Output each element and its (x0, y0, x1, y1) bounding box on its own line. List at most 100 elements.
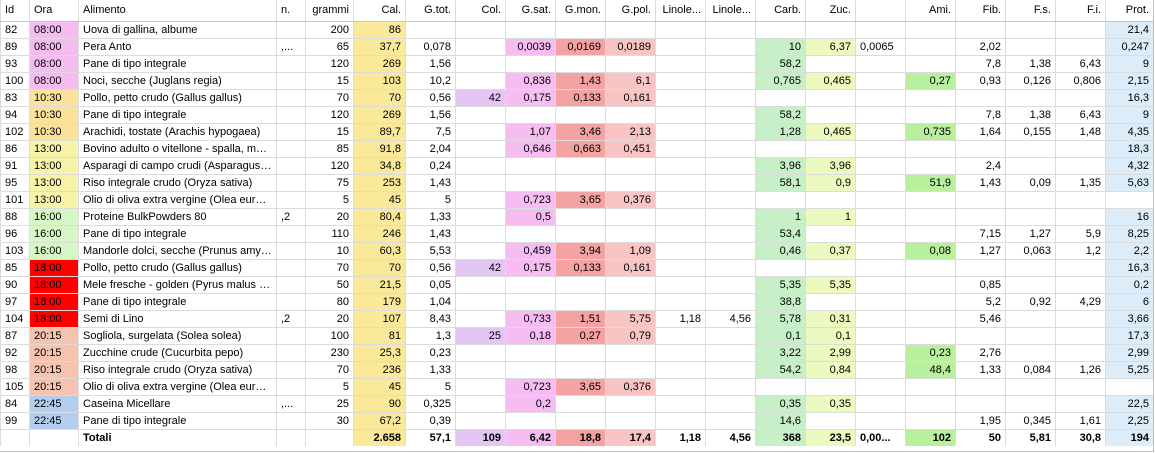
cell-gtot[interactable]: 1,43 (405, 225, 456, 243)
cell-alimento[interactable]: Pane di tipo integrale (78, 412, 277, 430)
cell-fs[interactable]: 0,155 (1005, 123, 1056, 141)
cell-n[interactable] (276, 327, 306, 345)
cell-fi[interactable]: 1,26 (1055, 361, 1106, 379)
cell-cal[interactable]: 269 (353, 106, 406, 124)
cell-fs[interactable] (1005, 259, 1056, 277)
cell-gmon[interactable]: 0,663 (555, 140, 606, 158)
cell-ora[interactable]: 16:00 (29, 242, 79, 260)
cell-fi[interactable]: 1,2 (1055, 242, 1106, 260)
cell-prot[interactable]: 4,35 (1105, 123, 1154, 141)
cell-zuc[interactable]: 0,37 (805, 242, 856, 260)
column-header-grammi[interactable]: grammi (305, 0, 354, 22)
cell-grammi[interactable]: 65 (305, 38, 354, 56)
cell-linole1[interactable] (655, 191, 706, 209)
cell-blank[interactable] (855, 225, 906, 243)
cell-ami[interactable] (905, 38, 956, 56)
cell-linole2[interactable] (705, 259, 756, 277)
cell-cal[interactable]: 236 (353, 361, 406, 379)
cell-alimento[interactable]: Bovino adulto o vitellone - spalla, musc… (78, 140, 277, 158)
cell-alimento[interactable]: Pane di tipo integrale (78, 55, 277, 73)
cell-prot[interactable]: 2,15 (1105, 72, 1154, 90)
cell-ami[interactable] (905, 395, 956, 413)
cell-n[interactable]: ,... (276, 395, 306, 413)
cell-gmon[interactable] (555, 276, 606, 294)
cell-fs[interactable]: 0,09 (1005, 174, 1056, 192)
cell-gtot[interactable]: 8,43 (405, 310, 456, 328)
cell-ora[interactable]: 18:00 (29, 259, 79, 277)
table-row[interactable]: 103 16:00 Mandorle dolci, secche (Prunus a… (0, 242, 1154, 260)
column-header-prot[interactable]: Prot. (1105, 0, 1154, 22)
cell-ami[interactable]: 51,9 (905, 174, 956, 192)
cell-zuc[interactable]: 1 (805, 208, 856, 226)
cell-n[interactable] (276, 293, 306, 311)
cell-ami[interactable]: 0,08 (905, 242, 956, 260)
cell-gsat[interactable] (505, 293, 556, 311)
cell-blank[interactable] (855, 89, 906, 107)
cell-gtot[interactable]: 5,53 (405, 242, 456, 260)
cell-prot[interactable]: 9 (1105, 106, 1154, 124)
cell-blank[interactable] (855, 106, 906, 124)
cell-gpol[interactable] (605, 174, 656, 192)
cell-grammi[interactable]: 30 (305, 412, 354, 430)
cell-prot[interactable]: 9 (1105, 55, 1154, 73)
cell-linole2[interactable] (705, 106, 756, 124)
cell-gtot[interactable]: 0,39 (405, 412, 456, 430)
cell-zuc[interactable] (805, 55, 856, 73)
cell-gmon[interactable] (555, 361, 606, 379)
cell-n[interactable] (276, 123, 306, 141)
cell-zuc[interactable] (805, 106, 856, 124)
cell-n[interactable]: ,... (276, 38, 306, 56)
cell-cal[interactable]: 90 (353, 395, 406, 413)
cell-prot[interactable]: 2,25 (1105, 412, 1154, 430)
table-row[interactable]: 95 13:00 Riso integrale crudo (Oryza sativ… (0, 174, 1154, 192)
cell-alimento[interactable]: Pollo, petto crudo (Gallus gallus) (78, 89, 277, 107)
cell-gmon[interactable]: 0,0169 (555, 38, 606, 56)
cell-carb[interactable]: 3,22 (755, 344, 806, 362)
cell-alimento[interactable]: Uova di gallina, albume (78, 21, 277, 39)
cell-grammi[interactable]: 120 (305, 55, 354, 73)
cell-blank[interactable] (855, 344, 906, 362)
cell-n[interactable]: ,2 (276, 310, 306, 328)
table-row[interactable]: 94 10:30 Pane di tipo integrale 120 269 1,56 5… (0, 106, 1154, 124)
cell-linole1[interactable] (655, 123, 706, 141)
cell-ora[interactable]: 10:30 (29, 89, 79, 107)
cell-fib[interactable]: 5,2 (955, 293, 1006, 311)
table-row[interactable]: 85 18:00 Pollo, petto crudo (Gallus gallus… (0, 259, 1154, 277)
cell-carb[interactable]: 5,78 (755, 310, 806, 328)
column-header-ami[interactable]: Ami. (905, 0, 956, 22)
cell-gsat[interactable]: 0,723 (505, 191, 556, 209)
cell-ora[interactable]: 16:00 (29, 208, 79, 226)
cell-grammi[interactable]: 200 (305, 21, 354, 39)
cell-fib[interactable]: 5,46 (955, 310, 1006, 328)
cell-fib[interactable]: 7,8 (955, 55, 1006, 73)
cell-linole2[interactable] (705, 21, 756, 39)
cell-gsat[interactable] (505, 174, 556, 192)
cell-prot[interactable]: 22,5 (1105, 395, 1154, 413)
cell-col[interactable] (455, 378, 506, 396)
cell-grammi[interactable]: 80 (305, 293, 354, 311)
cell-id[interactable]: 104 (0, 310, 30, 328)
cell-ora[interactable]: 18:00 (29, 276, 79, 294)
cell-fs[interactable] (1005, 191, 1056, 209)
cell-fi[interactable] (1055, 378, 1106, 396)
cell-zuc[interactable]: 5,35 (805, 276, 856, 294)
cell-linole1[interactable] (655, 412, 706, 430)
cell-gtot[interactable]: 0,56 (405, 259, 456, 277)
cell-blank[interactable] (855, 259, 906, 277)
cell-fi[interactable] (1055, 191, 1106, 209)
cell-n[interactable]: ,2 (276, 208, 306, 226)
cell-cal[interactable]: 45 (353, 378, 406, 396)
cell-gtot[interactable]: 2,04 (405, 140, 456, 158)
column-header-alimento[interactable]: Alimento (78, 0, 277, 22)
table-row[interactable]: 98 20:15 Riso integrale crudo (Oryza sativ… (0, 361, 1154, 379)
cell-prot[interactable]: 16,3 (1105, 259, 1154, 277)
cell-gsat[interactable] (505, 21, 556, 39)
cell-fi[interactable] (1055, 310, 1106, 328)
cell-col[interactable] (455, 412, 506, 430)
cell-linole2[interactable] (705, 361, 756, 379)
cell-gpol[interactable] (605, 55, 656, 73)
column-header-n[interactable]: n. (276, 0, 306, 22)
cell-ami[interactable] (905, 55, 956, 73)
cell-gtot[interactable]: 0,325 (405, 395, 456, 413)
cell-col[interactable] (455, 38, 506, 56)
